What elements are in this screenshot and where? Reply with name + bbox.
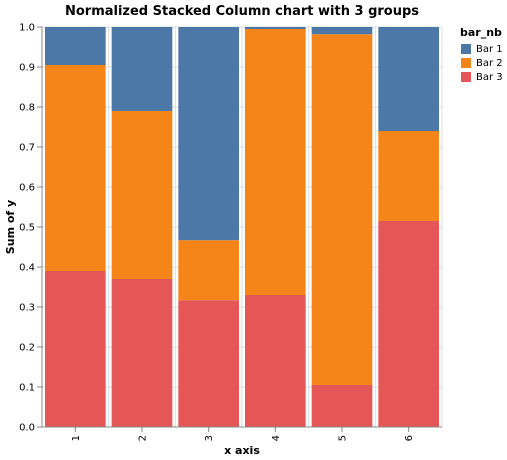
bar-segment-bar-1-cat-1 (45, 27, 106, 65)
y-tick-label: 0.7 (19, 143, 35, 154)
x-axis-title: x axis (224, 444, 260, 457)
chart-title: Normalized Stacked Column chart with 3 g… (65, 4, 419, 19)
bar-segment-bar-2-cat-4 (245, 29, 306, 295)
bar-segment-bar-3-cat-3 (178, 300, 239, 427)
bar-segment-bar-1-cat-2 (111, 27, 173, 111)
legend-label: Bar 1 (476, 44, 503, 55)
bar-segment-bar-3-cat-1 (45, 271, 106, 427)
bar-segment-bar-3-cat-4 (245, 295, 306, 427)
bar-segment-bar-3-cat-6 (378, 221, 439, 427)
bar-segment-bar-1-cat-5 (311, 27, 373, 35)
bar-segment-bar-2-cat-1 (45, 65, 106, 271)
x-tick-label: 3 (204, 435, 215, 441)
legend: bar_nb Bar 1 Bar 2 Bar 3 (460, 26, 503, 83)
legend-swatch-bar-1 (461, 44, 471, 54)
y-tick-label: 0.2 (19, 343, 35, 354)
y-tick-label: 0.9 (19, 63, 35, 74)
bar-segment-bar-3-cat-2 (111, 279, 173, 427)
y-tick-label: 0.4 (19, 263, 35, 274)
x-tick-label: 4 (271, 435, 282, 441)
y-axis: 0.0 0.1 0.2 0.3 0.4 0.5 0.6 0.7 0.8 0.9 1.0 (19, 23, 43, 434)
bars (45, 27, 439, 427)
y-tick-label: 0.8 (19, 103, 35, 114)
legend-swatch-bar-3 (461, 72, 471, 82)
legend-swatch-bar-2 (461, 58, 471, 68)
bar-segment-bar-3-cat-5 (311, 385, 373, 427)
bar-segment-bar-2-cat-6 (378, 131, 439, 221)
y-axis-title: Sum of y (4, 200, 17, 254)
bar-segment-bar-2-cat-3 (178, 240, 239, 301)
y-tick-label: 0.0 (19, 423, 35, 434)
y-tick-label: 0.6 (19, 183, 35, 194)
y-tick-label: 0.5 (19, 223, 35, 234)
x-tick-label: 6 (404, 435, 415, 441)
x-axis: 1 2 3 4 5 6 (42, 426, 442, 441)
y-tick-label: 0.3 (19, 303, 35, 314)
x-tick-label: 1 (71, 435, 82, 441)
bar-segment-bar-1-cat-6 (378, 27, 439, 131)
legend-label: Bar 2 (476, 58, 503, 69)
x-tick-label: 5 (338, 435, 349, 441)
y-tick-label: 0.1 (19, 383, 35, 394)
legend-label: Bar 3 (476, 72, 503, 83)
x-tick-label: 2 (138, 435, 149, 441)
bar-segment-bar-1-cat-3 (178, 27, 239, 241)
y-tick-label: 1.0 (19, 23, 35, 34)
bar-segment-bar-1-cat-4 (245, 27, 306, 29)
legend-title: bar_nb (460, 26, 502, 39)
bar-segment-bar-2-cat-5 (311, 34, 373, 385)
bar-segment-bar-2-cat-2 (111, 111, 173, 279)
